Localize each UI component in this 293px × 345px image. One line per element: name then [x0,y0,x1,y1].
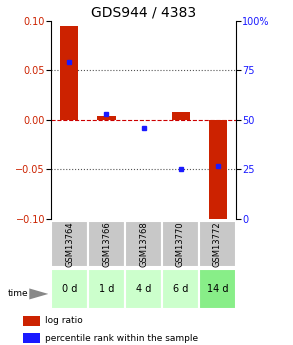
Text: 6 d: 6 d [173,284,188,294]
Bar [51,269,88,309]
Bar [125,221,162,267]
Bar [23,333,40,343]
Text: GSM13772: GSM13772 [213,221,222,267]
Bar [209,120,227,234]
Bar [162,221,199,267]
Polygon shape [29,288,48,299]
Bar [125,269,162,309]
Text: GSM13770: GSM13770 [176,221,185,267]
Text: GSM13764: GSM13764 [65,221,74,267]
Bar [88,221,125,267]
Bar [88,269,125,309]
Text: 1 d: 1 d [99,284,114,294]
Text: GSM13766: GSM13766 [102,221,111,267]
Text: 0 d: 0 d [62,284,77,294]
Bar [162,269,199,309]
Bar [23,316,40,326]
Bar [199,221,236,267]
Text: GSM13768: GSM13768 [139,221,148,267]
Text: time: time [7,289,28,298]
Bar [199,269,236,309]
Bar [51,221,88,267]
Text: percentile rank within the sample: percentile rank within the sample [45,334,199,343]
Title: GDS944 / 4383: GDS944 / 4383 [91,6,196,20]
Bar [171,112,190,120]
Text: log ratio: log ratio [45,316,83,325]
Bar [60,26,78,120]
Text: 4 d: 4 d [136,284,151,294]
Bar [97,116,116,120]
Text: 14 d: 14 d [207,284,228,294]
